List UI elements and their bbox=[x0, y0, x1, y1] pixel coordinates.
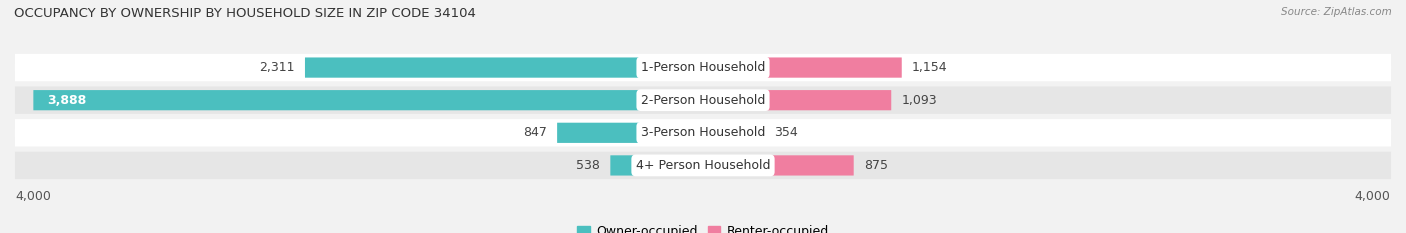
FancyBboxPatch shape bbox=[703, 123, 763, 143]
Text: 4+ Person Household: 4+ Person Household bbox=[636, 159, 770, 172]
FancyBboxPatch shape bbox=[703, 155, 853, 175]
Text: 875: 875 bbox=[865, 159, 889, 172]
Text: 2,311: 2,311 bbox=[259, 61, 295, 74]
FancyBboxPatch shape bbox=[15, 119, 1391, 147]
FancyBboxPatch shape bbox=[703, 58, 901, 78]
Text: 847: 847 bbox=[523, 126, 547, 139]
Text: Source: ZipAtlas.com: Source: ZipAtlas.com bbox=[1281, 7, 1392, 17]
FancyBboxPatch shape bbox=[15, 152, 1391, 179]
FancyBboxPatch shape bbox=[305, 58, 703, 78]
Text: OCCUPANCY BY OWNERSHIP BY HOUSEHOLD SIZE IN ZIP CODE 34104: OCCUPANCY BY OWNERSHIP BY HOUSEHOLD SIZE… bbox=[14, 7, 477, 20]
FancyBboxPatch shape bbox=[34, 90, 703, 110]
FancyBboxPatch shape bbox=[610, 155, 703, 175]
Text: 3-Person Household: 3-Person Household bbox=[641, 126, 765, 139]
FancyBboxPatch shape bbox=[15, 86, 1391, 114]
Text: 538: 538 bbox=[576, 159, 600, 172]
FancyBboxPatch shape bbox=[703, 90, 891, 110]
Text: 4,000: 4,000 bbox=[15, 190, 52, 203]
Text: 3,888: 3,888 bbox=[48, 94, 86, 107]
Text: 1-Person Household: 1-Person Household bbox=[641, 61, 765, 74]
FancyBboxPatch shape bbox=[15, 54, 1391, 81]
Legend: Owner-occupied, Renter-occupied: Owner-occupied, Renter-occupied bbox=[572, 220, 834, 233]
Text: 354: 354 bbox=[775, 126, 799, 139]
Text: 1,093: 1,093 bbox=[901, 94, 938, 107]
Text: 2-Person Household: 2-Person Household bbox=[641, 94, 765, 107]
Text: 4,000: 4,000 bbox=[1354, 190, 1391, 203]
Text: 1,154: 1,154 bbox=[912, 61, 948, 74]
FancyBboxPatch shape bbox=[557, 123, 703, 143]
